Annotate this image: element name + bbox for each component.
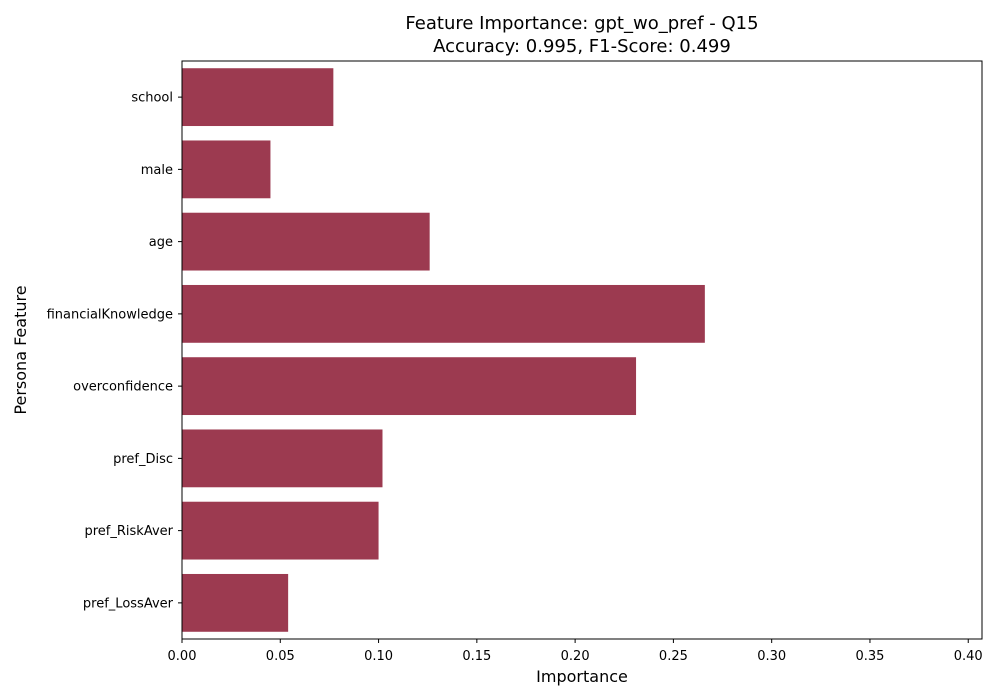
y-tick-label: school	[131, 91, 173, 106]
chart-title-line2: Accuracy: 0.995, F1-Score: 0.499	[433, 36, 731, 57]
x-tick-label: 0.10	[364, 649, 393, 664]
bar-pref_LossAver	[182, 573, 289, 632]
y-tick-label: pref_LossAver	[83, 596, 174, 611]
x-tick-label: 0.05	[266, 649, 295, 664]
x-axis-label: Importance	[536, 667, 628, 686]
y-tick-label: pref_Disc	[113, 452, 173, 467]
y-tick-label: pref_RiskAver	[85, 524, 174, 539]
bar-school	[182, 68, 334, 127]
x-tick-label: 0.30	[757, 649, 786, 664]
y-ticks-group: school male age financialKnowledge overconfi…	[47, 91, 182, 611]
x-tick-label: 0.25	[659, 649, 688, 664]
y-axis-label: Persona Feature	[11, 285, 30, 414]
x-tick-label: 0.40	[954, 649, 983, 664]
y-tick-label: male	[141, 163, 173, 178]
bar-age	[182, 212, 430, 271]
bar-male	[182, 140, 271, 199]
chart-title-line1: Feature Importance: gpt_wo_pref - Q15	[405, 13, 758, 34]
x-tick-label: 0.15	[462, 649, 491, 664]
x-tick-label: 0.20	[561, 649, 590, 664]
bar-overconfidence	[182, 357, 637, 416]
x-tick-label: 0.00	[168, 649, 197, 664]
x-tick-label: 0.35	[855, 649, 884, 664]
bar-pref_Disc	[182, 429, 383, 488]
plot-frame	[181, 60, 983, 640]
bar-financialKnowledge	[182, 284, 705, 343]
y-tick-label: financialKnowledge	[47, 307, 173, 322]
y-tick-label: overconfidence	[73, 380, 173, 395]
bar-pref_RiskAver	[182, 501, 379, 560]
y-tick-label: age	[149, 235, 173, 250]
bars-group	[182, 68, 705, 632]
x-ticks-group: 0.00 0.05 0.10 0.15 0.20 0.25 0.30 0.35 0.40	[168, 639, 983, 664]
